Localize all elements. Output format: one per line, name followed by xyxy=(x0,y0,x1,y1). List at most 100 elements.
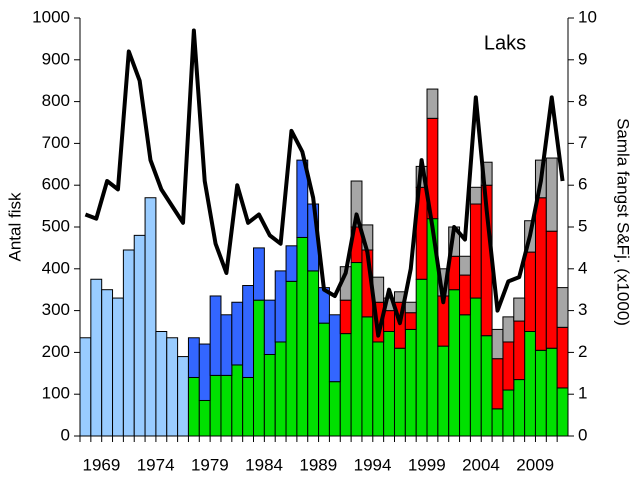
bar xyxy=(502,389,515,437)
bar xyxy=(285,245,298,282)
bar xyxy=(155,331,168,437)
bar xyxy=(556,387,569,437)
bar xyxy=(187,337,200,378)
y2-tick-label: 9 xyxy=(578,49,587,68)
bar xyxy=(545,230,558,349)
bar xyxy=(404,301,417,314)
bar xyxy=(112,297,124,437)
bar xyxy=(426,88,439,119)
bar xyxy=(459,255,471,276)
y2-tick-label: 4 xyxy=(578,258,587,277)
bar xyxy=(491,328,504,360)
annotation: Laks xyxy=(484,32,526,54)
bar xyxy=(122,249,135,437)
bar xyxy=(253,299,265,437)
bar xyxy=(524,331,536,437)
y-tick-label: 600 xyxy=(42,175,70,194)
bar xyxy=(513,320,526,381)
x-tick-label: 1989 xyxy=(299,455,337,474)
x-tick-label: 1969 xyxy=(83,455,121,474)
bar xyxy=(459,314,471,437)
x-tick-label: 1974 xyxy=(137,455,175,474)
bar xyxy=(556,326,569,389)
bar xyxy=(177,356,189,437)
bar xyxy=(318,322,330,437)
x-tick-label: 2004 xyxy=(462,455,500,474)
x-tick-label: 1984 xyxy=(245,455,283,474)
y2-tick-label: 8 xyxy=(578,91,587,110)
bar xyxy=(469,297,482,437)
bar xyxy=(263,353,276,437)
bar xyxy=(274,341,287,437)
y2-tick-label: 5 xyxy=(578,216,587,235)
bar xyxy=(404,328,417,437)
bar xyxy=(524,251,536,332)
bar xyxy=(166,337,179,437)
bar xyxy=(263,299,276,355)
bar xyxy=(242,285,255,378)
y2-axis-title: Samla fangst S&Fj. (x1000) xyxy=(614,118,633,326)
bar xyxy=(534,349,547,437)
bar xyxy=(393,347,406,437)
bar xyxy=(242,376,255,437)
y2-tick-label: 3 xyxy=(578,300,587,319)
bar xyxy=(296,236,309,437)
y-tick-label: 900 xyxy=(42,49,70,68)
y2-tick-label: 0 xyxy=(578,425,587,444)
y2-tick-label: 2 xyxy=(578,342,587,361)
bar xyxy=(469,203,482,299)
y-tick-label: 800 xyxy=(42,91,70,110)
bar xyxy=(350,262,363,437)
y-axis-title: Antal fisk xyxy=(5,192,24,261)
bar xyxy=(231,301,244,366)
bar xyxy=(339,299,352,335)
y2-tick-label: 6 xyxy=(578,175,587,194)
bar xyxy=(534,197,547,351)
bar xyxy=(437,345,450,437)
bar xyxy=(491,408,504,437)
bar xyxy=(328,381,341,437)
bar xyxy=(79,337,92,437)
bar xyxy=(209,295,222,376)
bar xyxy=(361,316,374,437)
bar xyxy=(220,314,233,376)
bar xyxy=(480,335,493,437)
bar xyxy=(502,341,515,391)
bar xyxy=(448,289,461,437)
bar xyxy=(513,297,526,322)
x-tick-label: 1994 xyxy=(354,455,392,474)
bar xyxy=(372,341,385,437)
bar xyxy=(513,379,526,437)
y-tick-label: 200 xyxy=(42,342,70,361)
x-tick-label: 2009 xyxy=(516,455,554,474)
y2-tick-label: 10 xyxy=(578,7,597,26)
bar xyxy=(253,247,265,301)
bar xyxy=(545,157,558,232)
y-tick-label: 500 xyxy=(42,216,70,235)
y-tick-label: 0 xyxy=(61,425,70,444)
bar xyxy=(198,399,211,437)
bar xyxy=(274,270,287,343)
bar xyxy=(90,278,103,437)
bar xyxy=(133,234,146,437)
y-tick-label: 400 xyxy=(42,258,70,277)
line xyxy=(84,28,565,338)
bar xyxy=(101,289,114,437)
bar xyxy=(491,358,504,410)
bar xyxy=(144,197,157,437)
y-tick-label: 1000 xyxy=(32,7,70,26)
bar xyxy=(502,316,515,343)
bar xyxy=(404,312,417,330)
y-tick-label: 700 xyxy=(42,133,70,152)
x-tick-label: 1979 xyxy=(191,455,229,474)
bar xyxy=(209,374,222,437)
y2-tick-label: 7 xyxy=(578,133,587,152)
bar xyxy=(459,274,471,316)
bar xyxy=(469,186,482,205)
bar xyxy=(545,347,558,437)
bar xyxy=(339,333,352,437)
y2-tick-label: 1 xyxy=(578,384,587,403)
bar xyxy=(220,374,233,437)
bar xyxy=(285,280,298,437)
